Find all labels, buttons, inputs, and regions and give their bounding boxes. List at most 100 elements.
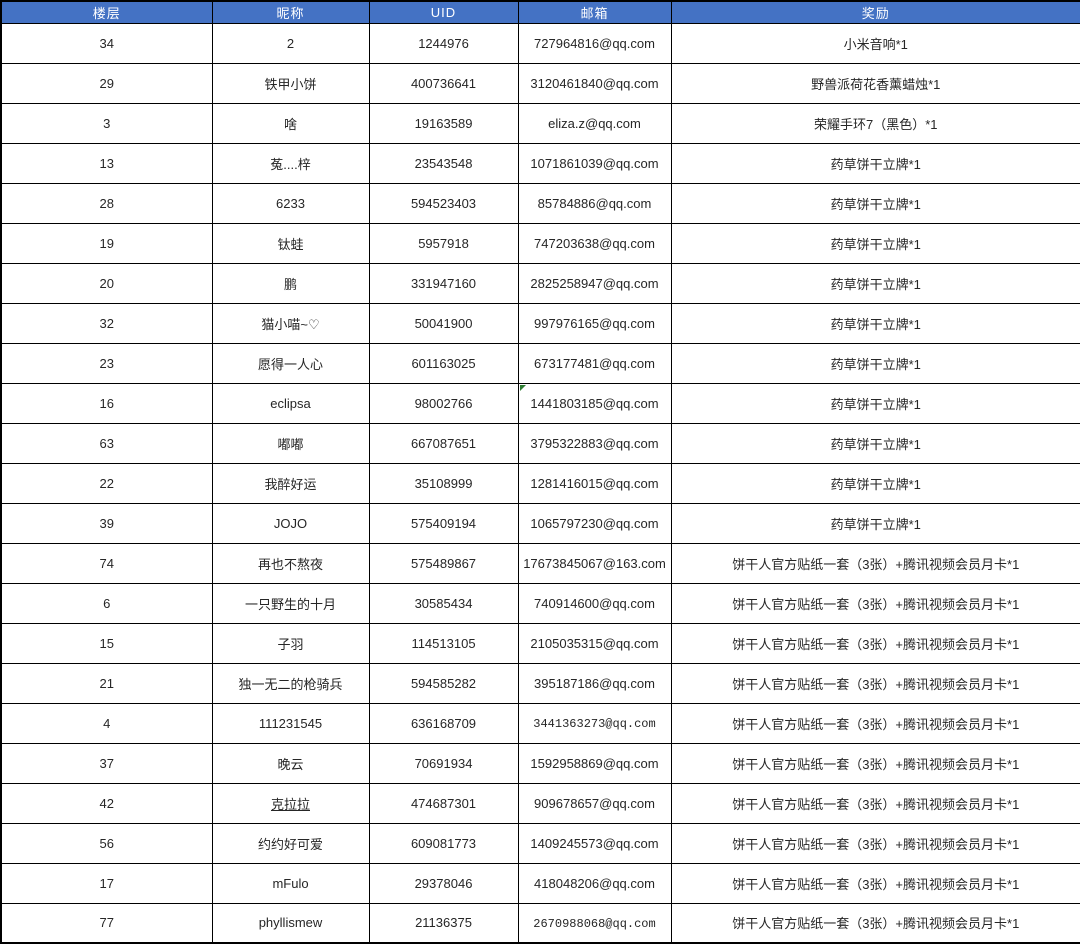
cell-nickname[interactable]: 铁甲小饼 xyxy=(211,62,370,104)
cell-reward[interactable]: 药草饼干立牌*1 xyxy=(670,422,1080,464)
cell-uid[interactable]: 575409194 xyxy=(368,502,519,544)
cell-uid[interactable]: 23543548 xyxy=(368,142,519,184)
cell-email[interactable]: 85784886@qq.com xyxy=(517,182,672,224)
column-header-floor[interactable]: 楼层 xyxy=(0,0,213,24)
cell-uid[interactable]: 21136375 xyxy=(368,902,519,944)
cell-reward[interactable]: 野兽派荷花香薰蜡烛*1 xyxy=(670,62,1080,104)
cell-nickname[interactable]: 嘟嘟 xyxy=(211,422,370,464)
cell-uid[interactable]: 29378046 xyxy=(368,862,519,904)
cell-email[interactable]: 909678657@qq.com xyxy=(517,782,672,824)
cell-email[interactable]: 2670988068@qq.com xyxy=(517,902,672,944)
cell-nickname[interactable]: 晚云 xyxy=(211,742,370,784)
cell-reward[interactable]: 饼干人官方贴纸一套（3张）+腾讯视频会员月卡*1 xyxy=(670,662,1080,704)
cell-reward[interactable]: 饼干人官方贴纸一套（3张）+腾讯视频会员月卡*1 xyxy=(670,782,1080,824)
cell-uid[interactable]: 114513105 xyxy=(368,622,519,664)
cell-email[interactable]: 418048206@qq.com xyxy=(517,862,672,904)
cell-reward[interactable]: 药草饼干立牌*1 xyxy=(670,222,1080,264)
cell-floor[interactable]: 13 xyxy=(0,142,213,184)
cell-uid[interactable]: 667087651 xyxy=(368,422,519,464)
cell-floor[interactable]: 6 xyxy=(0,582,213,624)
cell-floor[interactable]: 63 xyxy=(0,422,213,464)
cell-floor[interactable]: 22 xyxy=(0,462,213,504)
cell-uid[interactable]: 50041900 xyxy=(368,302,519,344)
cell-nickname[interactable]: 钛蛙 xyxy=(211,222,370,264)
cell-email[interactable]: 3795322883@qq.com xyxy=(517,422,672,464)
cell-reward[interactable]: 饼干人官方贴纸一套（3张）+腾讯视频会员月卡*1 xyxy=(670,742,1080,784)
cell-floor[interactable]: 16 xyxy=(0,382,213,424)
cell-uid[interactable]: 70691934 xyxy=(368,742,519,784)
cell-nickname[interactable]: 6233 xyxy=(211,182,370,224)
cell-floor[interactable]: 42 xyxy=(0,782,213,824)
cell-reward[interactable]: 饼干人官方贴纸一套（3张）+腾讯视频会员月卡*1 xyxy=(670,542,1080,584)
cell-floor[interactable]: 15 xyxy=(0,622,213,664)
cell-email[interactable]: eliza.z@qq.com xyxy=(517,102,672,144)
cell-email[interactable]: 740914600@qq.com xyxy=(517,582,672,624)
cell-nickname[interactable]: 再也不熬夜 xyxy=(211,542,370,584)
cell-reward[interactable]: 饼干人官方贴纸一套（3张）+腾讯视频会员月卡*1 xyxy=(670,622,1080,664)
cell-reward[interactable]: 药草饼干立牌*1 xyxy=(670,342,1080,384)
cell-nickname[interactable]: 愿得一人心 xyxy=(211,342,370,384)
cell-email[interactable]: 2825258947@qq.com xyxy=(517,262,672,304)
cell-reward[interactable]: 荣耀手环7（黑色）*1 xyxy=(670,102,1080,144)
cell-email[interactable]: 1409245573@qq.com xyxy=(517,822,672,864)
cell-nickname[interactable]: 约约好可爱 xyxy=(211,822,370,864)
column-header-nickname[interactable]: 昵称 xyxy=(211,0,370,24)
cell-uid[interactable]: 1244976 xyxy=(368,22,519,64)
cell-nickname[interactable]: 啥 xyxy=(211,102,370,144)
cell-floor[interactable]: 4 xyxy=(0,702,213,744)
cell-nickname[interactable]: mFulo xyxy=(211,862,370,904)
cell-nickname[interactable]: 鹏 xyxy=(211,262,370,304)
cell-reward[interactable]: 药草饼干立牌*1 xyxy=(670,462,1080,504)
cell-email[interactable]: 395187186@qq.com xyxy=(517,662,672,704)
cell-nickname[interactable]: 独一无二的枪骑兵 xyxy=(211,662,370,704)
cell-nickname[interactable]: 一只野生的十月 xyxy=(211,582,370,624)
cell-floor[interactable]: 37 xyxy=(0,742,213,784)
cell-floor[interactable]: 19 xyxy=(0,222,213,264)
cell-floor[interactable]: 23 xyxy=(0,342,213,384)
cell-nickname[interactable]: eclipsa xyxy=(211,382,370,424)
cell-email[interactable]: 3120461840@qq.com xyxy=(517,62,672,104)
cell-reward[interactable]: 饼干人官方贴纸一套（3张）+腾讯视频会员月卡*1 xyxy=(670,862,1080,904)
cell-floor[interactable]: 21 xyxy=(0,662,213,704)
cell-uid[interactable]: 5957918 xyxy=(368,222,519,264)
cell-uid[interactable]: 98002766 xyxy=(368,382,519,424)
cell-email[interactable]: 997976165@qq.com xyxy=(517,302,672,344)
cell-email[interactable]: 673177481@qq.com xyxy=(517,342,672,384)
cell-nickname[interactable]: JOJO xyxy=(211,502,370,544)
cell-nickname[interactable]: 克拉拉 xyxy=(211,782,370,824)
cell-uid[interactable]: 400736641 xyxy=(368,62,519,104)
cell-floor[interactable]: 28 xyxy=(0,182,213,224)
cell-reward[interactable]: 药草饼干立牌*1 xyxy=(670,182,1080,224)
cell-floor[interactable]: 29 xyxy=(0,62,213,104)
cell-email[interactable]: 2105035315@qq.com xyxy=(517,622,672,664)
cell-email[interactable]: 727964816@qq.com xyxy=(517,22,672,64)
cell-nickname[interactable]: phyllismew xyxy=(211,902,370,944)
cell-uid[interactable]: 474687301 xyxy=(368,782,519,824)
cell-uid[interactable]: 30585434 xyxy=(368,582,519,624)
column-header-reward[interactable]: 奖励 xyxy=(670,0,1080,24)
cell-nickname[interactable]: 子羽 xyxy=(211,622,370,664)
cell-uid[interactable]: 609081773 xyxy=(368,822,519,864)
cell-nickname[interactable]: 菟....梓 xyxy=(211,142,370,184)
cell-reward[interactable]: 药草饼干立牌*1 xyxy=(670,382,1080,424)
column-header-email[interactable]: 邮箱 xyxy=(517,0,672,24)
cell-reward[interactable]: 药草饼干立牌*1 xyxy=(670,142,1080,184)
cell-reward[interactable]: 饼干人官方贴纸一套（3张）+腾讯视频会员月卡*1 xyxy=(670,582,1080,624)
cell-reward[interactable]: 饼干人官方贴纸一套（3张）+腾讯视频会员月卡*1 xyxy=(670,822,1080,864)
column-header-uid[interactable]: UID xyxy=(368,0,519,24)
cell-floor[interactable]: 77 xyxy=(0,902,213,944)
cell-floor[interactable]: 3 xyxy=(0,102,213,144)
cell-email[interactable]: 1281416015@qq.com xyxy=(517,462,672,504)
cell-nickname[interactable]: 111231545 xyxy=(211,702,370,744)
cell-uid[interactable]: 594523403 xyxy=(368,182,519,224)
cell-reward[interactable]: 饼干人官方贴纸一套（3张）+腾讯视频会员月卡*1 xyxy=(670,702,1080,744)
cell-floor[interactable]: 20 xyxy=(0,262,213,304)
cell-nickname[interactable]: 猫小喵~♡ xyxy=(211,302,370,344)
cell-floor[interactable]: 39 xyxy=(0,502,213,544)
cell-uid[interactable]: 594585282 xyxy=(368,662,519,704)
cell-email[interactable]: 747203638@qq.com xyxy=(517,222,672,264)
cell-email[interactable]: 17673845067@163.com xyxy=(517,542,672,584)
cell-uid[interactable]: 575489867 xyxy=(368,542,519,584)
cell-nickname[interactable]: 2 xyxy=(211,22,370,64)
cell-floor[interactable]: 74 xyxy=(0,542,213,584)
